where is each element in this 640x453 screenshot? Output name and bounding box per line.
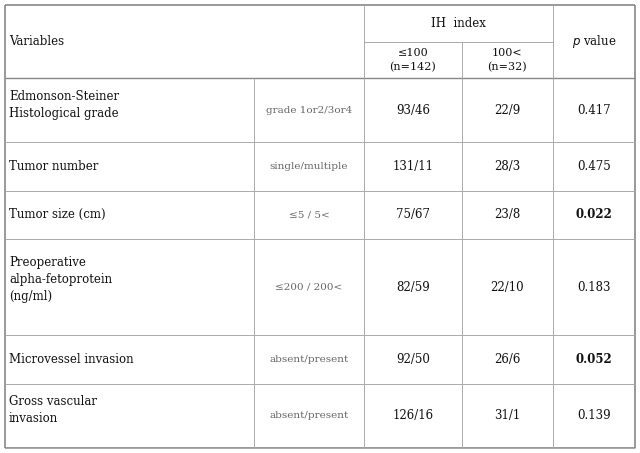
Text: ≤100
(n=142): ≤100 (n=142): [390, 48, 436, 72]
Text: 126/16: 126/16: [392, 410, 433, 422]
Text: 131/11: 131/11: [392, 160, 433, 173]
Text: 0.022: 0.022: [575, 208, 612, 222]
Text: Variables: Variables: [9, 35, 64, 48]
Text: 0.417: 0.417: [577, 104, 611, 117]
Text: Tumor size (cm): Tumor size (cm): [9, 208, 106, 222]
Text: grade 1or2/3or4: grade 1or2/3or4: [266, 106, 352, 115]
Text: absent/present: absent/present: [269, 355, 349, 364]
Text: 22/10: 22/10: [491, 281, 524, 294]
Text: Gross vascular
invasion: Gross vascular invasion: [9, 395, 97, 425]
Text: 0.139: 0.139: [577, 410, 611, 422]
Text: single/multiple: single/multiple: [269, 162, 348, 171]
Text: Tumor number: Tumor number: [9, 160, 99, 173]
Text: Edmonson-Steiner
Histological grade: Edmonson-Steiner Histological grade: [9, 90, 119, 120]
Text: Microvessel invasion: Microvessel invasion: [9, 353, 134, 366]
Text: 26/6: 26/6: [494, 353, 520, 366]
Text: 28/3: 28/3: [494, 160, 520, 173]
Text: ≤5 / 5<: ≤5 / 5<: [289, 210, 330, 219]
Text: 100<
(n=32): 100< (n=32): [488, 48, 527, 72]
Text: ≤200 / 200<: ≤200 / 200<: [275, 283, 342, 292]
Text: 0.052: 0.052: [575, 353, 612, 366]
Text: 0.475: 0.475: [577, 160, 611, 173]
Text: 0.183: 0.183: [577, 281, 611, 294]
Text: 92/50: 92/50: [396, 353, 430, 366]
Text: 82/59: 82/59: [396, 281, 430, 294]
Text: $p$ value: $p$ value: [572, 33, 616, 50]
Text: 75/67: 75/67: [396, 208, 430, 222]
Text: 23/8: 23/8: [494, 208, 520, 222]
Text: 93/46: 93/46: [396, 104, 430, 117]
Text: IH  index: IH index: [431, 17, 486, 30]
Text: 22/9: 22/9: [494, 104, 520, 117]
Text: 31/1: 31/1: [494, 410, 520, 422]
Text: absent/present: absent/present: [269, 411, 349, 420]
Text: Preoperative
alpha-fetoprotein
(ng/ml): Preoperative alpha-fetoprotein (ng/ml): [9, 256, 112, 304]
